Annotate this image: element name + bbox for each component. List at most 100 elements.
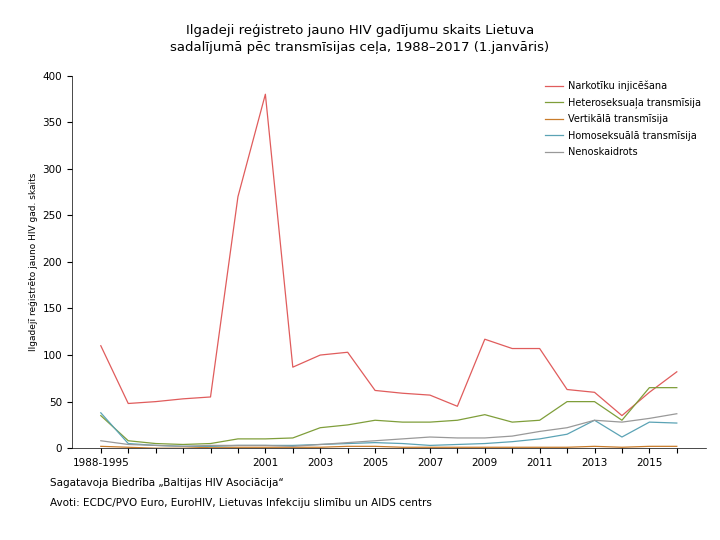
Heteroseksuaļa transmīsija (453, 417, 462, 423)
Text: Ilgadeji reģistreto jauno HIV gadījumu skaits Lietuva: Ilgadeji reģistreto jauno HIV gadījumu s… (186, 24, 534, 37)
Nenoskaidrots (96, 437, 105, 444)
Vertikālā transmīsija (261, 444, 270, 450)
Nenoskaidrots (398, 436, 407, 442)
Nenoskaidrots (618, 419, 626, 426)
Homoseksuālā transmīsija (316, 441, 325, 448)
Nenoskaidrots (590, 417, 599, 423)
Text: Sagatavoja Biedrība „Baltijas HIV Asociācija“: Sagatavoja Biedrība „Baltijas HIV Asociā… (50, 478, 284, 488)
Vertikālā transmīsija (480, 444, 489, 450)
Homoseksuālā transmīsija (590, 417, 599, 423)
Heteroseksuaļa transmīsija (536, 417, 544, 423)
Nenoskaidrots (151, 442, 160, 449)
Vertikālā transmīsija (672, 443, 681, 450)
Narkotīku injicēšana (618, 413, 626, 419)
Narkotīku injicēšana (179, 396, 187, 402)
Homoseksuālā transmīsija (645, 419, 654, 426)
Nenoskaidrots (124, 441, 132, 448)
Heteroseksuaļa transmīsija (124, 437, 132, 444)
Vertikālā transmīsija (371, 443, 379, 450)
Vertikālā transmīsija (536, 444, 544, 450)
Heteroseksuaļa transmīsija (371, 417, 379, 423)
Vertikālā transmīsija (590, 443, 599, 450)
Homoseksuālā transmīsija (206, 443, 215, 450)
Narkotīku injicēšana (261, 91, 270, 97)
Nenoskaidrots (371, 437, 379, 444)
Nenoskaidrots (645, 415, 654, 422)
Narkotīku injicēšana (645, 389, 654, 395)
Vertikālā transmīsija (179, 445, 187, 451)
Vertikālā transmīsija (645, 443, 654, 450)
Heteroseksuaļa transmīsija (398, 419, 407, 426)
Homoseksuālā transmīsija (426, 442, 434, 449)
Narkotīku injicēšana (233, 193, 242, 200)
Text: sadalījumā pēc transmīsijas ceļa, 1988–2017 (1.janvāris): sadalījumā pēc transmīsijas ceļa, 1988–2… (171, 40, 549, 53)
Nenoskaidrots (536, 428, 544, 435)
Heteroseksuaļa transmīsija (151, 440, 160, 447)
Vertikālā transmīsija (233, 444, 242, 450)
Vertikālā transmīsija (508, 444, 516, 450)
Nenoskaidrots (480, 435, 489, 441)
Heteroseksuaļa transmīsija (316, 424, 325, 431)
Homoseksuālā transmīsija (480, 440, 489, 447)
Nenoskaidrots (261, 442, 270, 449)
Homoseksuālā transmīsija (179, 443, 187, 450)
Homoseksuālā transmīsija (618, 434, 626, 440)
Narkotīku injicēšana (672, 369, 681, 375)
Narkotīku injicēšana (426, 392, 434, 399)
Vertikālā transmīsija (206, 444, 215, 450)
Heteroseksuaļa transmīsija (261, 436, 270, 442)
Heteroseksuaļa transmīsija (563, 399, 572, 405)
Legend: Narkotīku injicēšana, Heteroseksuaļa transmīsija, Vertikālā transmīsija, Homosek: Narkotīku injicēšana, Heteroseksuaļa tra… (545, 80, 701, 157)
Vertikālā transmīsija (398, 444, 407, 450)
Homoseksuālā transmīsija (563, 431, 572, 437)
Homoseksuālā transmīsija (96, 409, 105, 416)
Homoseksuālā transmīsija (233, 442, 242, 449)
Narkotīku injicēšana (536, 345, 544, 352)
Heteroseksuaļa transmīsija (426, 419, 434, 426)
Text: Avoti: ECDC/PVO Euro, EuroHIV, Lietuvas Infekciju slimību un AIDS centrs: Avoti: ECDC/PVO Euro, EuroHIV, Lietuvas … (50, 498, 432, 508)
Narkotīku injicēšana (124, 400, 132, 407)
Nenoskaidrots (672, 410, 681, 417)
Line: Heteroseksuaļa transmīsija: Heteroseksuaļa transmīsija (101, 388, 677, 444)
Line: Narkotīku injicēšana: Narkotīku injicēšana (101, 94, 677, 416)
Line: Homoseksuālā transmīsija: Homoseksuālā transmīsija (101, 413, 677, 447)
Narkotīku injicēšana (151, 399, 160, 405)
Narkotīku injicēšana (289, 364, 297, 370)
Narkotīku injicēšana (563, 386, 572, 393)
Narkotīku injicēšana (343, 349, 352, 355)
Heteroseksuaļa transmīsija (645, 384, 654, 391)
Homoseksuālā transmīsija (453, 441, 462, 448)
Narkotīku injicēšana (453, 403, 462, 409)
Heteroseksuaļa transmīsija (672, 384, 681, 391)
Homoseksuālā transmīsija (672, 420, 681, 426)
Nenoskaidrots (206, 442, 215, 449)
Homoseksuālā transmīsija (508, 438, 516, 445)
Heteroseksuaļa transmīsija (206, 440, 215, 447)
Homoseksuālā transmīsija (371, 440, 379, 446)
Nenoskaidrots (343, 440, 352, 446)
Vertikālā transmīsija (563, 444, 572, 450)
Homoseksuālā transmīsija (151, 442, 160, 449)
Heteroseksuaļa transmīsija (233, 436, 242, 442)
Nenoskaidrots (426, 434, 434, 440)
Narkotīku injicēšana (480, 336, 489, 342)
Narkotīku injicēšana (316, 352, 325, 359)
Homoseksuālā transmīsija (398, 440, 407, 447)
Narkotīku injicēšana (96, 342, 105, 349)
Heteroseksuaļa transmīsija (179, 441, 187, 448)
Nenoskaidrots (289, 443, 297, 450)
Vertikālā transmīsija (453, 444, 462, 450)
Vertikālā transmīsija (316, 444, 325, 450)
Vertikālā transmīsija (96, 443, 105, 450)
Heteroseksuaļa transmīsija (289, 435, 297, 441)
Narkotīku injicēšana (371, 387, 379, 394)
Nenoskaidrots (316, 441, 325, 448)
Narkotīku injicēšana (398, 390, 407, 396)
Heteroseksuaļa transmīsija (96, 413, 105, 419)
Y-axis label: Ilgadejī reģistrēto jauno HIV gad. skaits: Ilgadejī reģistrēto jauno HIV gad. skait… (30, 173, 38, 351)
Homoseksuālā transmīsija (343, 440, 352, 447)
Heteroseksuaļa transmīsija (480, 411, 489, 418)
Vertikālā transmīsija (618, 444, 626, 450)
Vertikālā transmīsija (343, 443, 352, 450)
Line: Vertikālā transmīsija: Vertikālā transmīsija (101, 447, 677, 448)
